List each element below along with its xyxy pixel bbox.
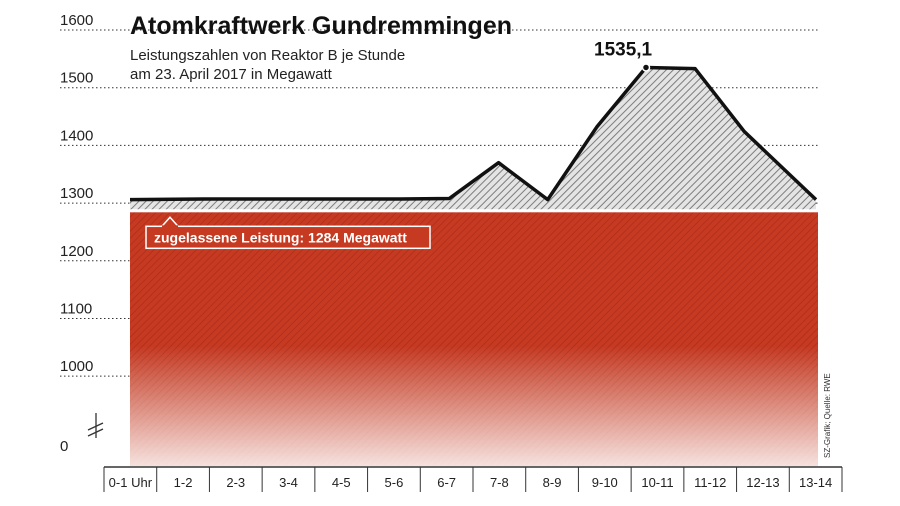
y-tick-label: 1300 [60,185,93,202]
x-tick-label: 13-14 [799,475,832,490]
x-tick-label: 3-4 [279,475,298,490]
permitted-capacity-fade [130,346,818,466]
chart-subtitle-line-1: Leistungszahlen von Reaktor B je Stunde [130,47,405,64]
x-tick-label: 1-2 [174,475,193,490]
x-tick-label: 11-12 [694,475,726,490]
x-tick-label: 6-7 [437,475,456,490]
y-axis-labels: 1600 1500 1400 1300 1200 1100 1000 0 [60,12,104,455]
y-tick-label: 0 [60,438,68,455]
peak-marker [641,63,651,72]
limit-label-text: zugelassene Leistung: 1284 Megawatt [154,229,407,245]
y-tick-label: 1500 [60,70,93,87]
y-tick-label: 1200 [60,243,93,260]
x-tick-label: 7-8 [490,475,509,490]
peak-value-label: 1535,1 [594,39,653,60]
chart-subtitle-line-2: am 23. April 2017 in Megawatt [130,66,333,83]
y-tick-label: 1100 [60,300,92,317]
peak-annotation: 1535,1 [594,39,653,72]
x-tick-label: 10-11 [641,475,673,490]
x-tick-label: 4-5 [332,475,351,490]
x-tick-label: 0-1 Uhr [109,475,153,490]
series-line [129,65,818,202]
limit-label-box [145,225,431,250]
plot-area [129,65,818,466]
y-tick-label: 1000 [60,358,93,375]
source-credit: SZ-Grafik; Quelle: RWE [823,373,832,458]
x-tick-label: 8-9 [543,475,562,490]
y-tick-label: 1600 [60,12,93,29]
limit-annotation: zugelassene Leistung: 1284 Megawatt [145,216,431,250]
x-tick-label: 9-10 [592,475,618,490]
excess-capacity-area [130,67,816,210]
chart-title: Atomkraftwerk Gundremmingen [130,12,512,40]
axis-break-icon [87,413,104,438]
x-axis: 0-1 Uhr 1-2 2-3 3-4 4-5 5-6 6-7 7-8 8-9 9-10 10-11… [103,466,843,492]
limit-label-joint [162,225,178,229]
x-tick-label: 12-13 [746,475,779,490]
x-tick-label: 2-3 [226,475,245,490]
x-tick-label: 5-6 [385,475,404,490]
y-tick-label: 1400 [60,127,93,144]
